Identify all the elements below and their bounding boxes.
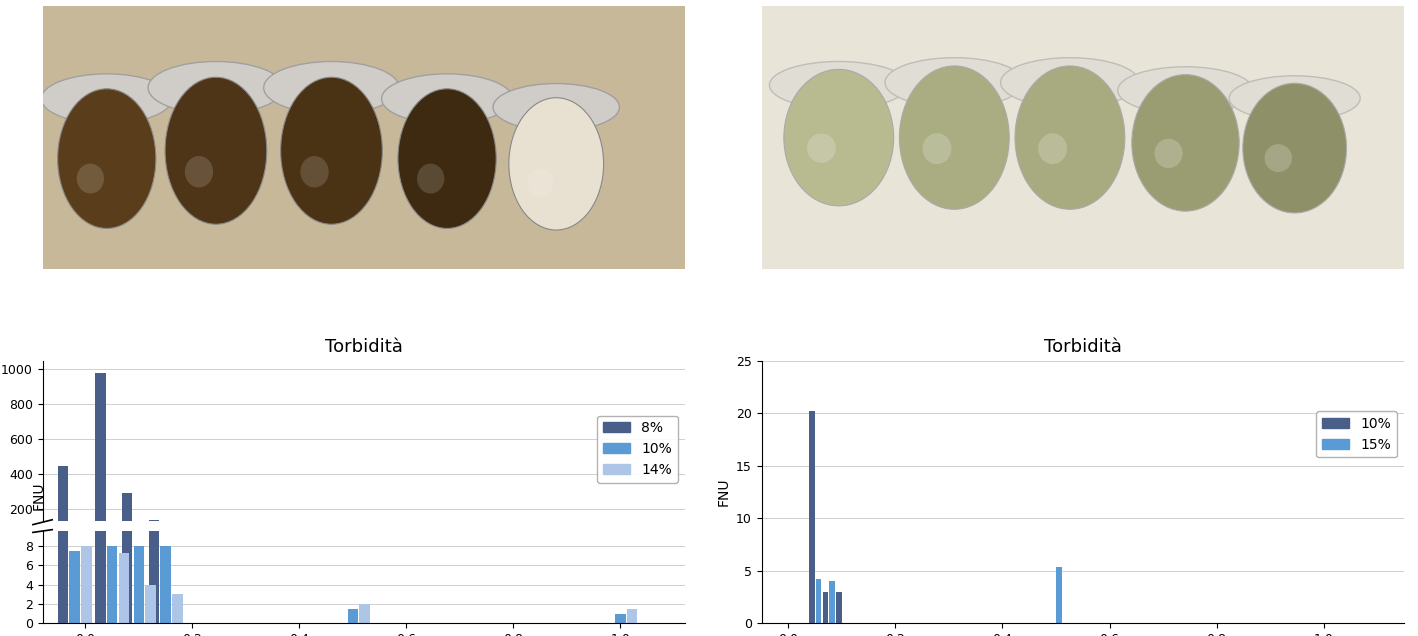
Ellipse shape: [264, 62, 400, 114]
Bar: [106, 546, 118, 623]
Ellipse shape: [58, 89, 156, 228]
Ellipse shape: [1038, 133, 1066, 164]
Bar: [81, 546, 92, 623]
Ellipse shape: [1154, 139, 1183, 168]
Bar: [160, 546, 170, 623]
Title: Torbidità: Torbidità: [1044, 338, 1122, 356]
Bar: [146, 584, 156, 623]
Bar: [133, 546, 145, 623]
Title: Torbidità: Torbidità: [325, 338, 403, 356]
Bar: [95, 0, 105, 623]
Bar: [160, 543, 170, 544]
Ellipse shape: [184, 156, 213, 188]
Ellipse shape: [1001, 58, 1139, 107]
Ellipse shape: [77, 163, 104, 193]
Ellipse shape: [417, 163, 444, 193]
Bar: [815, 579, 821, 623]
Bar: [69, 543, 79, 544]
Ellipse shape: [147, 62, 284, 114]
Y-axis label: FNU: FNU: [716, 478, 730, 506]
Ellipse shape: [784, 69, 893, 206]
Bar: [149, 0, 159, 623]
Ellipse shape: [493, 83, 620, 131]
Ellipse shape: [1117, 67, 1254, 114]
Ellipse shape: [923, 133, 951, 164]
Ellipse shape: [1132, 74, 1239, 211]
Bar: [69, 551, 79, 623]
Bar: [58, 466, 68, 544]
Bar: [58, 0, 68, 623]
Ellipse shape: [281, 77, 383, 225]
Ellipse shape: [509, 98, 604, 230]
Ellipse shape: [381, 74, 512, 124]
Bar: [149, 520, 159, 544]
Bar: [119, 543, 129, 544]
Ellipse shape: [1265, 144, 1292, 172]
Ellipse shape: [398, 89, 496, 228]
Bar: [810, 411, 815, 623]
Bar: [172, 594, 183, 623]
Bar: [122, 0, 132, 623]
Ellipse shape: [527, 169, 553, 197]
Bar: [146, 543, 156, 544]
Bar: [627, 609, 638, 623]
Ellipse shape: [807, 134, 835, 163]
Bar: [122, 494, 132, 544]
Ellipse shape: [41, 74, 172, 124]
Ellipse shape: [301, 156, 329, 188]
Ellipse shape: [899, 66, 1010, 209]
Bar: [81, 543, 92, 544]
Legend: 10%, 15%: 10%, 15%: [1316, 411, 1397, 457]
Bar: [106, 543, 118, 544]
Bar: [822, 591, 828, 623]
Bar: [95, 373, 105, 544]
Ellipse shape: [885, 58, 1024, 107]
Bar: [133, 543, 145, 544]
Bar: [830, 581, 835, 623]
Ellipse shape: [1242, 83, 1347, 213]
Bar: [615, 614, 625, 623]
Ellipse shape: [1015, 66, 1124, 209]
Ellipse shape: [770, 62, 908, 109]
Ellipse shape: [1229, 76, 1360, 121]
Legend: 8%, 10%, 14%: 8%, 10%, 14%: [597, 415, 678, 483]
Text: FNU: FNU: [31, 482, 45, 510]
Bar: [360, 604, 370, 623]
Bar: [347, 609, 359, 623]
Bar: [837, 591, 842, 623]
Bar: [119, 553, 129, 623]
Bar: [1056, 567, 1062, 623]
Ellipse shape: [164, 77, 267, 225]
